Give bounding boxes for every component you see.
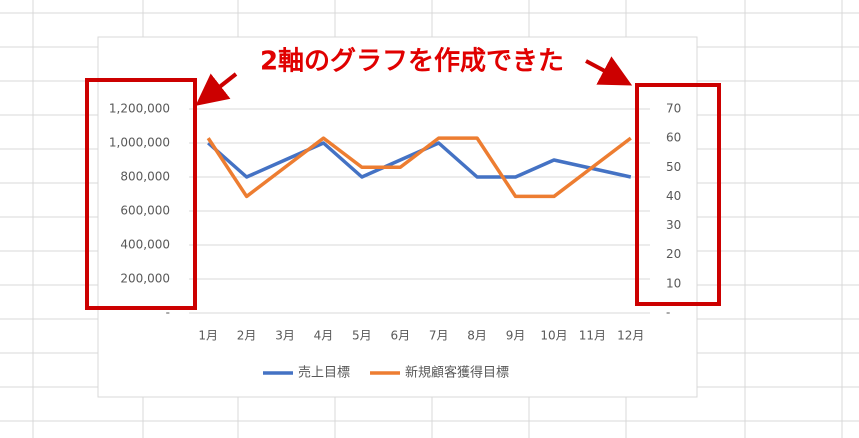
highlight-box — [635, 83, 721, 306]
arrow — [195, 72, 238, 106]
x-tick-label: 6月 — [390, 329, 410, 343]
line-series — [206, 136, 632, 199]
x-tick-label: 12月 — [617, 329, 644, 343]
y2-tick-label: 10 — [666, 276, 681, 290]
y-tick-label: 800,000 — [120, 170, 170, 184]
y2-tick-label: - — [666, 306, 670, 320]
y-tick-label: 600,000 — [120, 204, 170, 218]
x-tick-label: 4月 — [314, 329, 334, 343]
x-tick-label: 2月 — [237, 329, 257, 343]
plot: - 200,000 400,000 600,000 800,000 1,000,000 1,… — [109, 102, 681, 381]
legend-label: 新規顧客獲得目標 — [405, 365, 509, 381]
y2-tick-label: 70 — [666, 102, 681, 116]
highlight-box — [85, 78, 197, 310]
x-tick-label: 11月 — [579, 329, 606, 343]
y2-tick-label: 30 — [666, 218, 681, 232]
y-tick-label: 1,200,000 — [109, 102, 170, 116]
y2-tick-label: 20 — [666, 247, 681, 261]
x-tick-label: 10月 — [540, 329, 567, 343]
arrow — [585, 56, 633, 86]
y-tick-label: 1,000,000 — [109, 136, 170, 150]
y2-tick-label: 60 — [666, 131, 681, 145]
legend-label: 売上目標 — [298, 365, 350, 381]
x-tick-label: 5月 — [352, 329, 372, 343]
y2-tick-label: 40 — [666, 189, 681, 203]
chart-area — [97, 36, 698, 398]
x-tick-label: 3月 — [275, 329, 295, 343]
y-tick-label: 400,000 — [120, 238, 170, 252]
y2-tick-label: 50 — [666, 160, 681, 174]
x-tick-label: 8月 — [467, 329, 487, 343]
x-tick-label: 9月 — [506, 329, 526, 343]
x-tick-label: 1月 — [198, 329, 218, 343]
x-tick-label: 7月 — [429, 329, 449, 343]
annotation: 2軸のグラフを作成できた — [260, 46, 564, 77]
y-tick-label: - — [166, 306, 170, 320]
y-tick-label: 200,000 — [120, 272, 170, 286]
